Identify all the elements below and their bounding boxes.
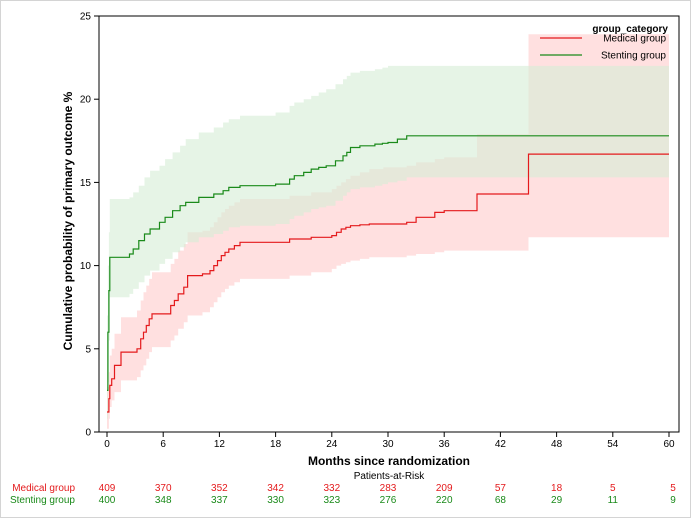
risk-count: 5 — [610, 483, 616, 494]
risk-row-label: Stenting group — [10, 495, 75, 506]
risk-count: 330 — [267, 495, 284, 506]
y-tick-label: 15 — [80, 178, 92, 189]
risk-count: 352 — [211, 483, 228, 494]
risk-count: 342 — [267, 483, 284, 494]
x-tick-label: 60 — [663, 439, 675, 450]
y-tick-label: 5 — [85, 344, 91, 355]
risk-count: 276 — [380, 495, 397, 506]
risk-count: 370 — [155, 483, 172, 494]
x-tick-label: 36 — [439, 439, 451, 450]
x-tick-label: 54 — [607, 439, 619, 450]
risk-row-label: Medical group — [12, 483, 75, 494]
legend: group_category Medical group Stenting gro… — [540, 24, 668, 62]
x-tick-label: 0 — [104, 439, 110, 450]
x-tick-label: 42 — [495, 439, 507, 450]
survival-curves — [107, 135, 669, 413]
x-tick-label: 48 — [551, 439, 563, 450]
risk-count: 332 — [323, 483, 340, 494]
risk-count: 209 — [436, 483, 453, 494]
y-axis-title: Cumulative probability of primary outcom… — [61, 91, 75, 350]
risk-table: Medical group 409 370 352 342 332 283 209 57 18 5 5… — [10, 483, 676, 506]
x-tick-label: 12 — [214, 439, 226, 450]
x-tick-label: 18 — [270, 439, 282, 450]
risk-count: 400 — [99, 495, 116, 506]
risk-count: 57 — [495, 483, 507, 494]
stenting-groupcurve — [107, 135, 669, 391]
legend-entry: Stenting group — [601, 51, 666, 62]
plot-area-frame — [98, 15, 680, 433]
y-tick-label: 25 — [80, 12, 92, 23]
risk-count: 29 — [551, 495, 563, 506]
legend-title: group_category — [592, 24, 668, 35]
risk-count: 9 — [670, 495, 676, 506]
medical-groupcurve — [107, 153, 669, 413]
risk-table-title: Patients-at-Risk — [354, 471, 426, 482]
x-tick-label: 30 — [382, 439, 394, 450]
risk-count: 348 — [155, 495, 172, 506]
confidence-bands — [107, 34, 669, 429]
risk-count: 68 — [495, 495, 507, 506]
y-tick-label: 0 — [85, 428, 91, 439]
x-axis-title: Months since randomization — [308, 454, 470, 468]
risk-count: 11 — [608, 495, 619, 506]
risk-count: 323 — [323, 495, 340, 506]
risk-count: 18 — [551, 483, 563, 494]
y-tick-label: 20 — [80, 95, 92, 106]
risk-count: 5 — [670, 483, 676, 494]
risk-count: 220 — [436, 495, 453, 506]
legend-entry: Medical group — [603, 34, 666, 45]
x-tick-label: 24 — [326, 439, 338, 450]
risk-count: 409 — [99, 483, 116, 494]
risk-count: 283 — [380, 483, 397, 494]
risk-count: 337 — [211, 495, 228, 506]
x-tick-label: 6 — [160, 439, 166, 450]
y-tick-label: 10 — [80, 261, 92, 272]
axes: 0 6 12 18 24 30 36 42 48 54 60 0 5 10 15 20 25 — [80, 12, 675, 451]
